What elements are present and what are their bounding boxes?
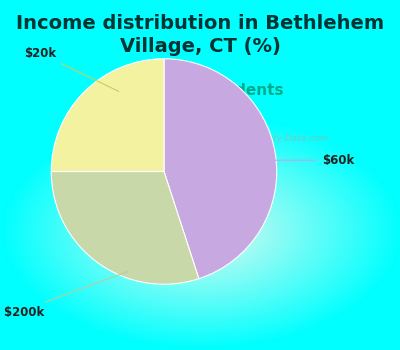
Text: > $200k: > $200k bbox=[0, 272, 128, 319]
Text: $20k: $20k bbox=[24, 47, 119, 91]
Wedge shape bbox=[51, 59, 164, 172]
Text: ⓘ City-Data.com: ⓘ City-Data.com bbox=[256, 134, 328, 144]
Wedge shape bbox=[164, 59, 277, 279]
Wedge shape bbox=[51, 172, 199, 284]
Text: Income distribution in Bethlehem
Village, CT (%): Income distribution in Bethlehem Village… bbox=[16, 14, 384, 56]
Text: $60k: $60k bbox=[259, 154, 354, 167]
Text: Multirace residents: Multirace residents bbox=[117, 83, 283, 98]
